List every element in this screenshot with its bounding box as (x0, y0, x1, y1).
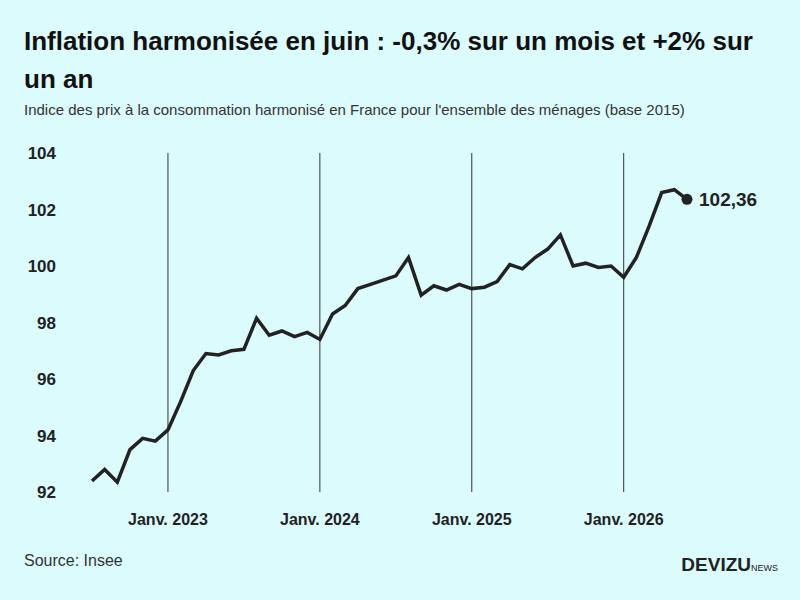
svg-text:Janv. 2024: Janv. 2024 (280, 511, 360, 528)
html-text:Source: Insee: Source: Insee (24, 552, 123, 569)
svg-text:94: 94 (37, 427, 56, 446)
svg-text:104: 104 (28, 144, 57, 163)
html-text:NEWS: NEWS (751, 563, 778, 573)
svg-text:102: 102 (28, 201, 56, 220)
svg-text:92: 92 (37, 483, 56, 502)
svg-text:Janv. 2023: Janv. 2023 (128, 511, 208, 528)
html-text:DEVIZU: DEVIZU (681, 554, 751, 575)
svg-text:98: 98 (37, 314, 56, 333)
svg-text:102,36: 102,36 (699, 189, 757, 210)
svg-text:Janv. 2026: Janv. 2026 (584, 511, 664, 528)
svg-text:96: 96 (37, 370, 56, 389)
svg-text:100: 100 (28, 257, 56, 276)
html-text:Inflation harmonisée en juin :: Inflation harmonisée en juin : -0,3% sur… (24, 26, 753, 94)
html-text:Indice des prix à la consommat: Indice des prix à la consommation harmon… (24, 101, 685, 118)
svg-text:Janv. 2025: Janv. 2025 (432, 511, 512, 528)
